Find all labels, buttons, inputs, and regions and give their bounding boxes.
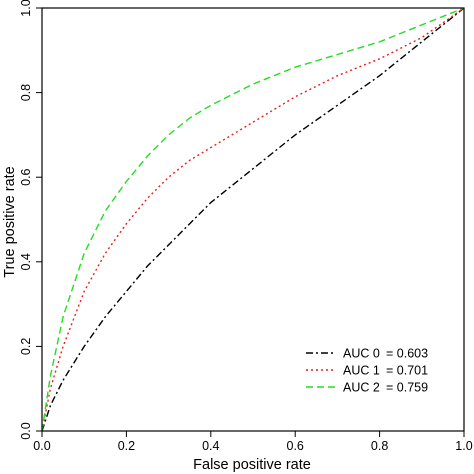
y-axis-title: True positive rate bbox=[2, 166, 18, 277]
legend: AUC 0 = 0.603 AUC 1 = 0.701 AUC 2 = 0.759 bbox=[306, 347, 428, 395]
y-tick-label: 0.4 bbox=[19, 253, 33, 270]
y-tick-label: 1.0 bbox=[19, 0, 33, 17]
x-tick-label: 0.6 bbox=[287, 439, 304, 453]
series-line-0 bbox=[41, 7, 465, 432]
x-axis-title: False positive rate bbox=[193, 457, 311, 473]
plot-area bbox=[41, 7, 465, 432]
y-tick-label: 0.2 bbox=[19, 338, 33, 355]
x-tick-label: 0.8 bbox=[371, 439, 388, 453]
y-tick-label: 0.6 bbox=[19, 168, 33, 185]
legend-value-0: = 0.603 bbox=[386, 347, 428, 361]
series-line-1 bbox=[41, 7, 465, 432]
legend-value-1: = 0.701 bbox=[386, 364, 428, 378]
axes: 0.00.0 0.2 0.2 0.4 0.4 0.6 0.6 0.8 0.8 1.0 1.0 bbox=[19, 0, 473, 453]
legend-value-2: = 0.759 bbox=[386, 381, 428, 395]
x-tick-label: 0.0 bbox=[33, 439, 50, 453]
legend-label-0: AUC 0 bbox=[343, 347, 380, 361]
plot-frame bbox=[41, 7, 465, 432]
x-tick-label: 0.4 bbox=[202, 439, 219, 453]
x-tick-label: 0.2 bbox=[118, 439, 135, 453]
legend-label-2: AUC 2 bbox=[343, 381, 380, 395]
legend-label-1: AUC 1 bbox=[343, 364, 380, 378]
y-tick-label: 0.8 bbox=[19, 84, 33, 101]
x-tick-label: 1.0 bbox=[455, 439, 472, 453]
y-tick-label: 0.0 bbox=[19, 422, 33, 439]
series-line-2 bbox=[41, 7, 465, 432]
